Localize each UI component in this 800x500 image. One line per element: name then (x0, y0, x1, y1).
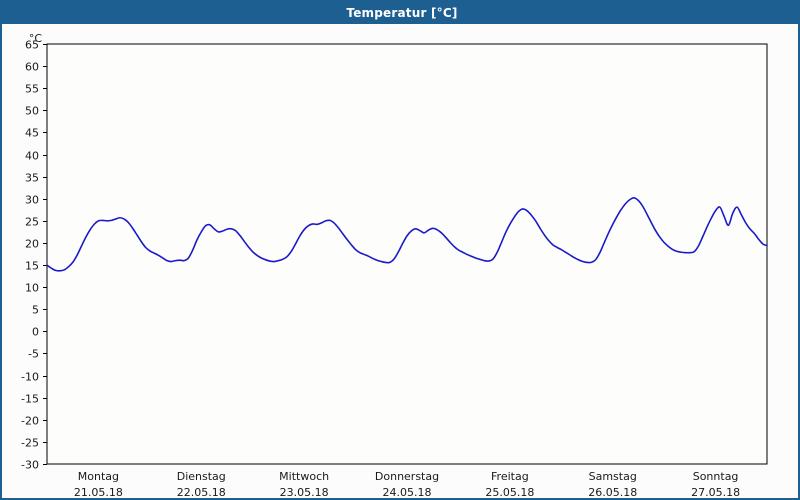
window-title-bar: Temperatur [°C] (2, 2, 798, 24)
y-axis-tick-labels: 65605550454035302520151050-5-10-15-20-25… (21, 39, 39, 472)
y-axis-label-25: 25 (25, 216, 39, 229)
y-axis-label--15: -15 (21, 393, 39, 406)
x-axis-day-mittwoch: Mittwoch (279, 470, 329, 483)
y-axis-label--5: -5 (28, 348, 39, 361)
y-axis-label-65: 65 (25, 39, 39, 52)
x-axis-day-freitag: Freitag (491, 470, 529, 483)
x-axis-date-dienstag: 22.05.18 (177, 486, 226, 498)
y-axis-label--25: -25 (21, 437, 39, 450)
x-axis-date-montag: 21.05.18 (74, 486, 123, 498)
x-axis-day-labels: Montag 21.05.18 Dienstag 22.05.18 Mittwoch 23… (74, 470, 740, 498)
y-axis-label-35: 35 (25, 172, 39, 185)
x-axis-day-samstag: Samstag (589, 470, 637, 483)
x-axis-day-dienstag: Dienstag (177, 470, 226, 483)
y-axis-label--30: -30 (21, 459, 39, 472)
temperature-series-line (46, 197, 768, 272)
x-axis-day-donnerstag: Donnerstag (375, 470, 439, 483)
y-axis-label-15: 15 (25, 260, 39, 273)
x-axis-date-donnerstag: 24.05.18 (383, 486, 432, 498)
y-axis-label-5: 5 (32, 304, 39, 317)
x-axis-day-montag: Montag (78, 470, 119, 483)
x-axis-date-sonntag: 27.05.18 (691, 486, 740, 498)
y-axis-label-20: 20 (25, 238, 39, 251)
page-title: Temperatur [°C] (346, 6, 458, 20)
y-axis-label-55: 55 (25, 83, 39, 96)
plot-frame (46, 43, 768, 465)
x-axis-date-samstag: 26.05.18 (588, 486, 637, 498)
y-axis-label-0: 0 (32, 326, 39, 339)
y-axis-label-40: 40 (25, 150, 39, 163)
x-axis-day-sonntag: Sonntag (693, 470, 739, 483)
y-axis-unit-label: °C (29, 32, 43, 45)
y-axis-label--20: -20 (21, 415, 39, 428)
y-axis-label-60: 60 (25, 61, 39, 74)
x-axis-date-mittwoch: 23.05.18 (280, 486, 329, 498)
y-axis-ticks (43, 44, 47, 465)
y-axis-label-45: 45 (25, 127, 39, 140)
y-axis-label-50: 50 (25, 105, 39, 118)
y-axis-label--10: -10 (21, 371, 39, 384)
temperature-line-chart: 65605550454035302520151050-5-10-15-20-25… (21, 32, 768, 498)
x-axis-date-freitag: 25.05.18 (485, 486, 534, 498)
y-axis-label-10: 10 (25, 282, 39, 295)
chart-canvas: 65 60 55 50 45 40 35 30 25 20 15 10 5 0 -5 -10 -15 -20 -25… (2, 24, 798, 498)
y-axis-label-30: 30 (25, 194, 39, 207)
